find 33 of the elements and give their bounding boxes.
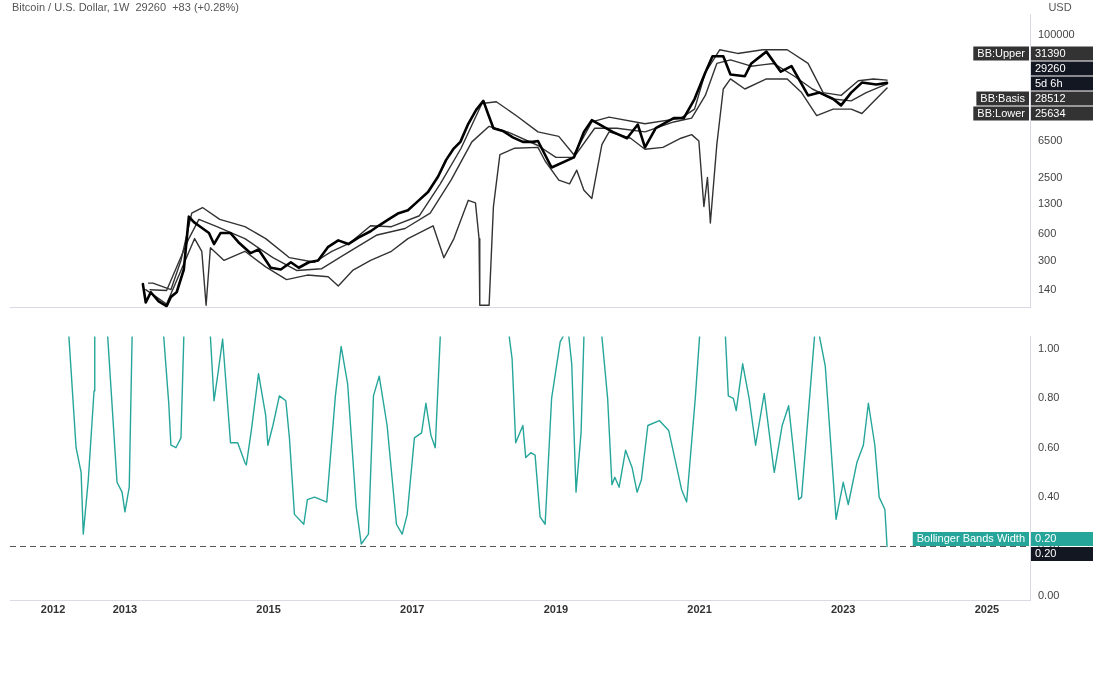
text: 5d 6h <box>1035 76 1063 89</box>
text: 28512 <box>1035 91 1066 104</box>
y-tick-label: 6500 <box>1038 134 1063 147</box>
chart-title: Bitcoin / U.S. Dollar, 1W 29260 +83 (+0.28%) <box>12 1 239 14</box>
y-tick-label: 1.00 <box>1038 341 1060 354</box>
x-tick-label: 2025 <box>974 603 1000 616</box>
text: 29260 <box>1035 61 1066 74</box>
x-tick-label: 2021 <box>687 603 712 616</box>
x-tick-label: 2023 <box>831 603 856 616</box>
text: Bollinger Bands Width <box>916 532 1026 545</box>
y-tick-label: 100000 <box>1038 28 1075 41</box>
y-tick-label: 0.60 <box>1038 440 1060 453</box>
x-tick-label: 2017 <box>400 603 425 616</box>
y-tick-label: 0.00 <box>1038 588 1060 601</box>
x-tick-label: 2019 <box>543 603 569 616</box>
x-tick-label: 2013 <box>112 603 138 616</box>
y-tick-label: 140 <box>1038 283 1057 296</box>
y-tick-label: 1300 <box>1038 196 1063 209</box>
x-tick-label: 2012 <box>40 603 66 616</box>
text: 25634 <box>1035 106 1066 119</box>
text: BB:Upper <box>977 46 1026 59</box>
text: 31390 <box>1035 46 1066 59</box>
text: 0.20 <box>1035 547 1057 560</box>
y-tick-label: 0.80 <box>1038 391 1060 404</box>
y-axis-title: USD <box>1048 1 1072 14</box>
y-tick-label: 300 <box>1038 253 1057 266</box>
text: 0.20 <box>1035 532 1057 545</box>
y-tick-label: 0.40 <box>1038 490 1060 503</box>
x-tick-label: 2015 <box>256 603 281 616</box>
legend-label: BB:Lower <box>977 106 1026 119</box>
y-tick-label: 2500 <box>1038 171 1063 184</box>
text: BB:Basis <box>980 91 1026 104</box>
y-tick-label: 600 <box>1038 226 1057 239</box>
